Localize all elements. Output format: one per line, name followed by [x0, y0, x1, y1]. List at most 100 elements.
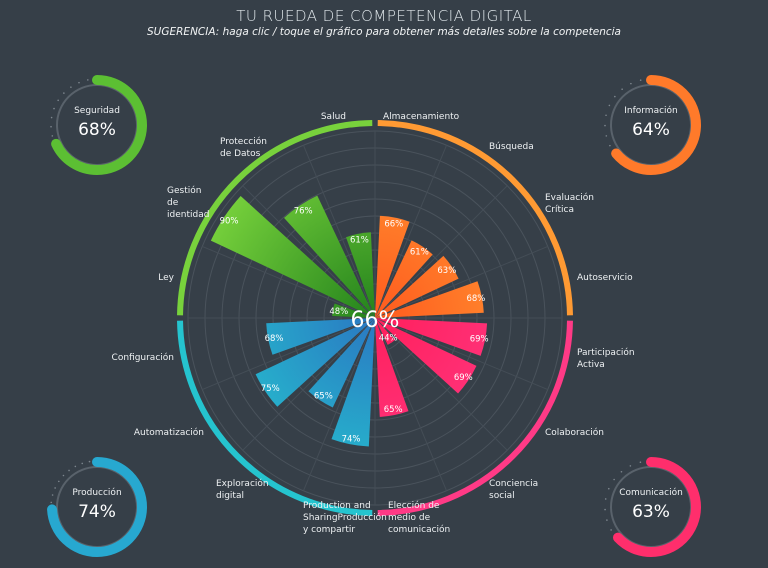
- grid-spoke: [302, 317, 376, 491]
- value-label: 74%: [342, 434, 361, 444]
- bar[interactable]: [346, 232, 375, 318]
- category-label[interactable]: Búsqueda: [489, 142, 534, 152]
- grid-spoke: [202, 317, 376, 391]
- bar[interactable]: [375, 318, 488, 356]
- grid-spoke: [374, 317, 508, 451]
- bar[interactable]: [255, 318, 375, 407]
- grid-spoke: [374, 245, 548, 319]
- grid-spoke: [302, 145, 376, 319]
- grid-circles: [187, 130, 563, 506]
- gauge-tick: [88, 460, 91, 463]
- gauge-tick: [68, 469, 70, 472]
- page-subtitle: SUGERENCIA: haga clic / toque el gráfico…: [147, 26, 621, 38]
- area-rings: [177, 120, 573, 516]
- gauge-tick: [604, 508, 606, 511]
- bar[interactable]: [375, 318, 395, 345]
- value-label: 69%: [470, 335, 489, 345]
- value-label: 90%: [220, 216, 239, 226]
- category-label[interactable]: Salud: [320, 112, 346, 122]
- gauge-name: Comunicación: [619, 488, 683, 498]
- category-label[interactable]: Evaluación Crítica: [545, 193, 594, 215]
- gauge-value: 63%: [632, 502, 670, 522]
- gauge-tick: [78, 81, 80, 84]
- category-label[interactable]: Participación Activa: [577, 348, 635, 370]
- category-label[interactable]: Production and SharingProducción y compa…: [303, 501, 387, 535]
- gauge-value: 64%: [632, 120, 670, 140]
- category-label[interactable]: Protección de Datos: [220, 137, 267, 159]
- category-label[interactable]: Ley: [158, 273, 174, 283]
- gauge-tick: [51, 135, 54, 137]
- category-label[interactable]: Automatización: [133, 428, 204, 438]
- category-label[interactable]: Colaboración: [545, 428, 604, 438]
- category-label[interactable]: Conciencia social: [489, 479, 539, 501]
- bar[interactable]: [375, 215, 410, 318]
- area-ring-2[interactable]: [177, 320, 373, 516]
- gauge-comunicacion[interactable]: Comunicación 63%: [596, 452, 706, 562]
- gauge-tick: [605, 114, 607, 117]
- bar[interactable]: [284, 195, 375, 318]
- grid-spoke: [374, 145, 448, 319]
- gauge-tick: [639, 79, 642, 81]
- bar[interactable]: [210, 195, 375, 318]
- area-ring-3[interactable]: [177, 120, 373, 316]
- gauge-tick: [605, 135, 608, 137]
- bar[interactable]: [375, 255, 459, 318]
- gauge-seguridad[interactable]: Seguridad 68%: [42, 70, 152, 180]
- gauge-tick: [621, 88, 623, 90]
- gauge-tick: [613, 478, 615, 481]
- gauge-produccion[interactable]: Producción 74%: [42, 452, 152, 562]
- center-label: 66%: [351, 308, 400, 333]
- value-label: 63%: [437, 266, 456, 276]
- bar[interactable]: [266, 318, 375, 355]
- gauge-informacion[interactable]: Información 64%: [596, 70, 706, 180]
- grid-spoke: [374, 317, 548, 391]
- gauge-value: 74%: [78, 502, 116, 522]
- bar[interactable]: [375, 240, 433, 318]
- gauge-tick: [630, 82, 632, 85]
- value-label: 66%: [384, 220, 403, 230]
- bar[interactable]: [375, 318, 477, 394]
- gauge-tick: [70, 86, 72, 88]
- gauge-tick: [50, 501, 53, 504]
- gauge-tick: [54, 487, 56, 489]
- bar[interactable]: [308, 318, 375, 408]
- gauge-tick: [51, 494, 54, 496]
- category-label[interactable]: Autoservicio: [577, 273, 633, 283]
- category-label[interactable]: Gestión de identidad: [167, 186, 210, 220]
- category-label[interactable]: Exploración digital: [216, 479, 269, 501]
- grid-spoke: [374, 185, 508, 319]
- category-label[interactable]: Almacenamiento: [383, 112, 460, 122]
- gauge-name: Producción: [72, 488, 122, 498]
- value-label: 48%: [329, 307, 348, 317]
- gauge-fill: [601, 75, 701, 175]
- bars: [210, 195, 488, 447]
- gauge-tick: [610, 529, 612, 531]
- value-label: 68%: [466, 294, 485, 304]
- grid-spoke: [202, 245, 376, 319]
- value-label: 75%: [261, 384, 280, 394]
- value-label: 61%: [410, 248, 429, 258]
- area-ring-0[interactable]: [377, 120, 573, 316]
- category-label[interactable]: Elección de medio de comunicación: [388, 501, 451, 535]
- gauge-tick: [57, 480, 60, 483]
- grid-spoke: [242, 185, 376, 319]
- gauge-tick: [607, 487, 610, 490]
- category-label[interactable]: Configuración: [111, 353, 174, 363]
- gauge-fill: [47, 75, 147, 175]
- value-label: 61%: [350, 236, 369, 246]
- gauge-tick: [620, 470, 623, 473]
- bar[interactable]: [375, 318, 409, 417]
- gauge-value: 68%: [78, 120, 116, 140]
- area-ring-1[interactable]: [377, 320, 573, 516]
- bar[interactable]: [331, 318, 375, 447]
- gauge-tick: [87, 79, 89, 81]
- bar[interactable]: [332, 303, 375, 318]
- gauge-tick: [604, 124, 606, 127]
- gauge-tick: [50, 125, 52, 128]
- value-label: 65%: [314, 391, 333, 401]
- gauge-tick: [63, 92, 65, 94]
- value-label: 44%: [379, 334, 398, 344]
- bar[interactable]: [375, 281, 484, 318]
- gauge-tick: [62, 474, 65, 477]
